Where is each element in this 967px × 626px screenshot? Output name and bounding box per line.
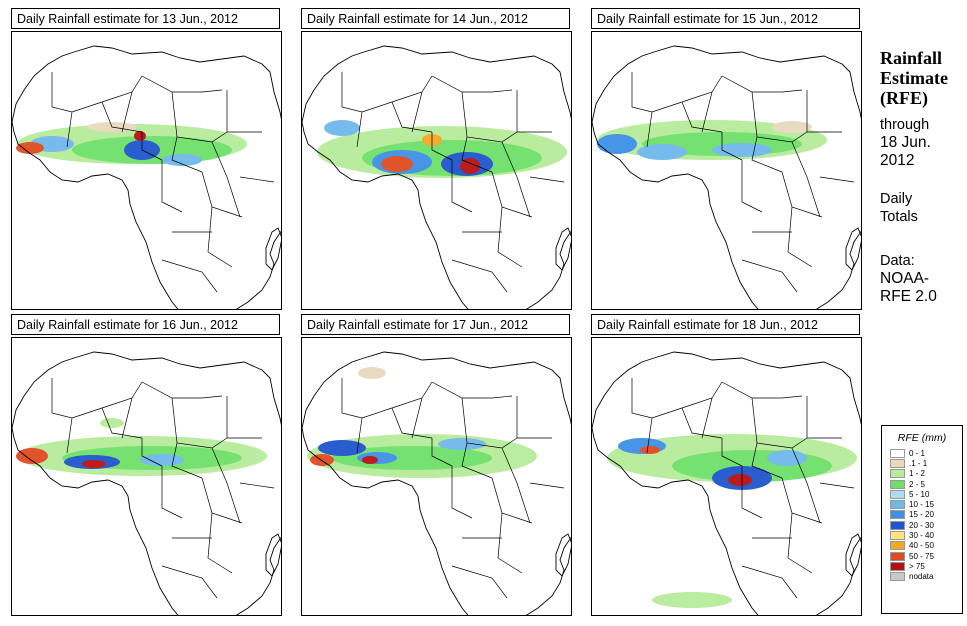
data-source: Data: NOAA- RFE 2.0: [880, 252, 965, 306]
map-panel-18-jun: Daily Rainfall estimate for 18 Jun., 201…: [591, 314, 862, 616]
rainfall-patches: [317, 120, 567, 178]
legend-item: > 75: [890, 561, 962, 571]
legend-label: > 75: [909, 561, 925, 571]
legend-label: 20 - 30: [909, 520, 934, 530]
panel-title: Daily Rainfall estimate for 13 Jun., 201…: [11, 8, 280, 29]
legend-label: 30 - 40: [909, 531, 934, 541]
rainfall-map: [301, 337, 572, 616]
rainfall-patches: [16, 418, 267, 476]
legend-item: 2 - 5: [890, 479, 962, 489]
legend-item: 15 - 20: [890, 510, 962, 520]
totals-line: Daily: [880, 191, 913, 207]
legend-swatch: [890, 572, 905, 582]
totals-line: Totals: [880, 209, 918, 225]
legend-label: nodata: [909, 572, 934, 582]
map-panel-16-jun: Daily Rainfall estimate for 16 Jun., 201…: [11, 314, 282, 616]
data-label: Data:: [880, 253, 915, 269]
rainfall-map: [301, 31, 572, 310]
legend-swatch: [890, 448, 905, 458]
through-date: through 18 Jun. 2012: [880, 116, 965, 170]
rainfall-patches: [597, 120, 827, 160]
map-panel-17-jun: Daily Rainfall estimate for 17 Jun., 201…: [301, 314, 572, 616]
map-panel-13-jun: Daily Rainfall estimate for 13 Jun., 201…: [11, 8, 282, 310]
map-panel-15-jun: Daily Rainfall estimate for 15 Jun., 201…: [591, 8, 862, 310]
daily-totals: Daily Totals: [880, 190, 965, 226]
rainfall-map: [591, 31, 862, 310]
legend-item: 30 - 40: [890, 530, 962, 541]
legend-swatch: [890, 500, 905, 510]
legend-swatch: [890, 520, 905, 530]
legend-item: 40 - 50: [890, 541, 962, 551]
rainfall-patches: [16, 122, 247, 166]
legend-swatch: [890, 551, 905, 561]
rainfall-map: [11, 337, 282, 616]
legend-swatch: [890, 510, 905, 520]
legend-label: 15 - 20: [909, 510, 934, 520]
panel-title: Daily Rainfall estimate for 17 Jun., 201…: [301, 314, 570, 335]
rainfall-map: [591, 337, 862, 616]
legend-swatch: [890, 489, 905, 499]
title-line: Estimate: [880, 68, 948, 88]
legend-label: 40 - 50: [909, 541, 934, 551]
legend-swatch: [890, 469, 905, 479]
title-line: (RFE): [880, 88, 928, 108]
panel-title: Daily Rainfall estimate for 16 Jun., 201…: [11, 314, 280, 335]
legend-swatch: [890, 541, 905, 551]
panel-title: Daily Rainfall estimate for 18 Jun., 201…: [591, 314, 860, 335]
panel-title: Daily Rainfall estimate for 14 Jun., 201…: [301, 8, 570, 29]
source-line: RFE 2.0: [880, 288, 937, 305]
panel-title: Daily Rainfall estimate for 15 Jun., 201…: [591, 8, 860, 29]
through-label: through: [880, 117, 930, 133]
legend-title: RFE (mm): [897, 432, 947, 444]
rainfall-patches: [607, 434, 857, 608]
legend-item: .1 - 1: [890, 458, 962, 468]
legend-label: 0 - 1: [909, 448, 926, 458]
source-line: NOAA-: [880, 270, 930, 287]
rainfall-patches: [307, 367, 537, 478]
legend-item: 10 - 15: [890, 499, 962, 510]
legend-label: 50 - 75: [909, 551, 934, 561]
legend-swatch: [890, 531, 905, 541]
legend-label: 5 - 10: [909, 489, 930, 499]
through-year-value: 2012: [880, 152, 915, 169]
legend-item: 0 - 1: [890, 448, 962, 458]
legend-swatch: [890, 561, 905, 571]
legend-item: 20 - 30: [890, 520, 962, 530]
legend-label: .1 - 1: [909, 458, 928, 468]
title-line: Rainfall: [880, 48, 943, 68]
through-date-value: 18 Jun.: [880, 134, 931, 151]
legend-item: 50 - 75: [890, 551, 962, 561]
rainfall-map: [11, 31, 282, 310]
legend-label: 2 - 5: [909, 479, 926, 489]
rainfall-estimate-title: Rainfall Estimate (RFE): [880, 48, 965, 108]
legend-label: 10 - 15: [909, 500, 934, 510]
legend-item: 1 - 2: [890, 469, 962, 479]
legend-swatch: [890, 479, 905, 489]
map-panel-14-jun: Daily Rainfall estimate for 14 Jun., 201…: [301, 8, 572, 310]
legend-label: 1 - 2: [909, 469, 926, 479]
legend-item: nodata: [890, 572, 962, 582]
legend-item: 5 - 10: [890, 489, 962, 499]
legend-swatch: [890, 458, 905, 468]
